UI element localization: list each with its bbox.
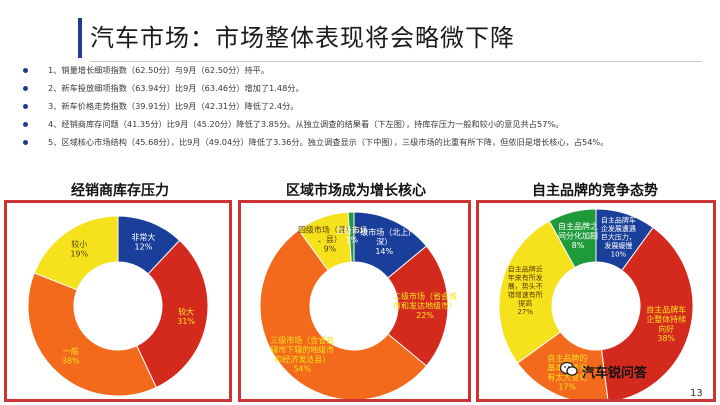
bullet-item: 1、销量增长细项指数（62.50分）与9月（62.50分）持平。: [14, 64, 714, 77]
slice-name-label: 四级市场（县级市: [298, 224, 362, 234]
slice-name-label: 二级市场（省会城: [393, 291, 457, 301]
slice-name-label: 自主品牌近: [508, 264, 543, 273]
slice-name-label: 市和发达地级市）: [393, 301, 457, 311]
bullet-text: 1、销量增长细项指数（62.50分）与9月（62.50分）持平。: [48, 65, 270, 75]
watermark-text: 汽车锐问答: [582, 366, 648, 381]
slice-name-label: 企发展遭遇: [601, 224, 636, 233]
slice-percent-label: 38%: [62, 357, 80, 366]
slice-name-label: 提高: [518, 298, 532, 307]
slice-name-label: 非常大: [131, 232, 155, 242]
donut-slice: [498, 220, 576, 364]
slice-percent-label: 17%: [558, 382, 576, 391]
slice-name-label: 自主品牌车: [601, 215, 636, 224]
bullet-text: 5、区域核心市场结构（45.68分），比9月（49.04分）降低了3.36分。独…: [48, 137, 609, 147]
slice-name-label: 企整体持续: [646, 314, 686, 324]
donut-slice: [136, 239, 209, 389]
bullet-list: 1、销量增长细项指数（62.50分）与9月（62.50分）持平。 2、新车投放细…: [14, 64, 714, 149]
slice-name-label: 一般: [63, 346, 79, 356]
bullet-dot-icon: [23, 104, 28, 109]
slice-name-label: 辖市下辖的地级市: [270, 345, 334, 355]
slice-name-label: 向好: [658, 323, 674, 333]
slice-percent-label: 27%: [517, 308, 533, 316]
slice-name-label: 自主品牌之: [558, 221, 598, 231]
slice-name-label: 五级市场: [336, 225, 368, 235]
slice-name-label: 间分化加剧: [558, 230, 598, 240]
bullet-dot-icon: [23, 140, 28, 145]
slice-percent-label: 19%: [70, 249, 88, 258]
slice-name-label: 深）: [376, 237, 392, 246]
bullet-text: 3、新车价格走势指数（39.91分）比9月（42.31分）降低了2.4分。: [48, 101, 299, 111]
slice-name-label: 巨大压力，: [601, 232, 636, 241]
slice-name-label: 年来有所发: [508, 273, 543, 282]
slice-name-label: 和经济发达县）: [274, 354, 330, 364]
slice-name-label: 一级市场（北上广: [352, 227, 416, 237]
slice-percent-label: 14%: [375, 247, 393, 256]
chart-title-brand: 自主品牌的竞争态势: [532, 183, 658, 199]
title-accent-bar: [78, 18, 82, 58]
donut-slice: [548, 208, 597, 269]
donut-slice: [600, 226, 694, 399]
slice-name-label: 较大: [178, 307, 194, 317]
slice-name-label: 自主品牌车: [646, 304, 686, 314]
donut-slice: [33, 215, 119, 291]
bullet-text: 2、新车投放细项指数（63.94分）比9月（63.46分）增加了1.48分。: [48, 83, 304, 93]
chart-title-regional: 区域市场成为增长核心: [286, 183, 426, 199]
bullet-item: 2、新车投放细项指数（63.94分）比9月（63.46分）增加了1.48分。: [14, 82, 714, 95]
slice-name-label: 发展缓慢: [604, 241, 632, 250]
slide-title: 汽车市场：市场整体表现将会略微下降: [90, 24, 515, 52]
slice-name-label: 展，势头不: [508, 281, 543, 290]
donut-slice: [27, 272, 157, 397]
donut-slice: [259, 229, 428, 399]
slice-name-label: 自主品牌的: [547, 353, 587, 363]
slice-percent-label: 10%: [611, 250, 627, 258]
chart-panel-regional: 一级市场（北上广 深） 14% 二级市场（省会城 市和发达地级市） 22% 三级市场（含省直…: [238, 200, 471, 402]
slice-percent-label: 8%: [572, 241, 585, 250]
slice-percent-label: 31%: [177, 317, 195, 326]
slice-percent-label: 1%: [345, 235, 358, 244]
bullet-item: 4、经销商库存问题（41.35分）比9月（45.20分）降低了3.85分。从独立…: [14, 118, 714, 131]
page-number: 13: [690, 388, 703, 399]
slice-name-label: 较小: [71, 239, 87, 249]
slice-name-label: 、县）: [318, 235, 342, 244]
title-divider: [90, 61, 702, 62]
slice-percent-label: 12%: [135, 242, 153, 251]
slice-percent-label: 38%: [657, 334, 675, 343]
slice-name-label: 三级市场（含省直: [270, 335, 334, 345]
slice-name-label: 错增速有所: [508, 290, 543, 299]
slice-percent-label: 9%: [324, 244, 337, 253]
slice-percent-label: 54%: [293, 365, 311, 374]
bullet-item: 3、新车价格走势指数（39.91分）比9月（42.31分）降低了2.4分。: [14, 100, 714, 113]
wechat-icon: [560, 361, 578, 376]
bullet-text: 4、经销商库存问题（41.35分）比9月（45.20分）降低了3.85分。从独立…: [48, 119, 564, 129]
slice-label: 四级市场（县级市、县）9%: [298, 224, 362, 253]
chart-title-inventory: 经销商库存压力: [71, 183, 169, 199]
bullet-dot-icon: [23, 68, 28, 73]
bullet-dot-icon: [23, 86, 28, 91]
slice-name-label: 有太大变化: [547, 372, 587, 382]
donut-slice: [387, 245, 449, 367]
slice-percent-label: 22%: [416, 311, 434, 320]
donut-slice: [347, 211, 355, 263]
bullet-dot-icon: [23, 122, 28, 127]
chart-panel-inventory: 非常大 12% 较大 31% 一般 38% 较小 19%: [4, 200, 232, 402]
bullet-item: 5、区域核心市场结构（45.68分），比9月（49.04分）降低了3.36分。独…: [14, 136, 714, 149]
